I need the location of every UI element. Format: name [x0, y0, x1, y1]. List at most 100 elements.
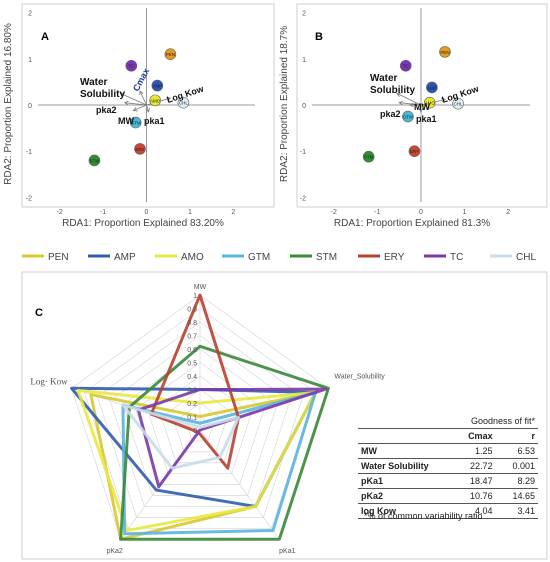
panel-a-vector-label: pka2: [96, 105, 117, 115]
panel-b-point-amo: [423, 96, 436, 109]
radar-tick-label: 0.8: [187, 320, 197, 327]
panel-b-point-label: TC: [403, 64, 410, 69]
panel-b-x-tick-label: 1: [463, 209, 467, 216]
table-header-cmax: Cmax: [450, 428, 496, 444]
table-footnote: *% of common variability ratio: [364, 511, 483, 521]
panel-b-y-tick-label: 0: [302, 103, 306, 110]
panel-b-point-label: STM: [364, 155, 374, 160]
panel-b-vector-label: pka2: [380, 109, 401, 119]
panel-a-x-tick-label: -2: [57, 209, 63, 216]
table-row-label: pKa2: [358, 488, 451, 504]
panel-a-vector-label: pka1: [144, 116, 165, 126]
panel-b-x-tick-label: -2: [331, 209, 337, 216]
panel-a-vector-arrow: [146, 104, 150, 113]
panel-a-vector-arrow: [120, 93, 147, 106]
legend-label-pen: PEN: [48, 252, 69, 263]
panel-a-point-chl: [177, 96, 190, 109]
radar-tick-label: 0.3: [187, 388, 197, 395]
panel-b-point-label: AMP: [427, 85, 437, 90]
panel-a-vector-arrowhead: [132, 107, 138, 112]
panel-a-y-tick-label: -1: [26, 149, 32, 156]
radar-axis-label: Log· Kow: [30, 376, 68, 386]
panel-b-vector-arrowhead: [409, 102, 414, 108]
panel-a-point-amp: [151, 79, 164, 92]
panel-b-y-tick-label: -2: [300, 195, 306, 202]
table-row-label: log Kow: [358, 503, 451, 519]
panel-b-vector-arrowhead: [398, 100, 404, 106]
panel-a-x-tick-label: 0: [145, 209, 149, 216]
legend-label-ery: ERY: [384, 252, 405, 263]
panel-a-point-ery: [134, 143, 146, 155]
panel-b-vector-arrow: [396, 93, 422, 106]
legend-label-stm: STM: [316, 252, 337, 263]
panel-a-vector-arrowhead: [145, 107, 150, 113]
table-cell-r: 14.65: [495, 488, 538, 504]
radar-tick-label: 0.2: [187, 401, 197, 408]
panel-a-vector-arrow: [139, 90, 147, 106]
panel-b-ylabel: RDA2: Proportion Explained 18.7%: [279, 26, 290, 182]
panel-b-point-stm: [362, 150, 375, 163]
radar-axis-label: pKa2: [106, 548, 122, 555]
panel-b-y-tick-label: -1: [300, 149, 306, 156]
legend-label-amo: AMO: [181, 252, 204, 263]
radar-series-stm: [119, 344, 330, 541]
table-row-label: pKa1: [358, 473, 451, 489]
legend: PEN AMP AMO GTM STM ERY TC CHL: [22, 252, 536, 263]
panel-b-point-gtm: [402, 110, 414, 123]
goodness-of-fit-table: Goodness of fit* Cmax r MW 1.25 6.53 Water…: [358, 414, 538, 519]
panel-a-point-label: CHL: [179, 101, 188, 106]
table-cell-cmax: 22.72: [450, 458, 496, 474]
panel-b-point-tc: [399, 59, 412, 72]
panel-a-x-tick-label: -1: [100, 209, 106, 216]
table-row-label: Water Solubility: [358, 458, 451, 474]
table-cell-r: 6.53: [495, 443, 538, 459]
panel-a-point-stm: [88, 154, 101, 167]
legend-label-chl: CHL: [516, 252, 536, 263]
panel-b-x-tick-label: 0: [419, 209, 423, 216]
table-cell-r: 3.41: [495, 503, 538, 519]
panel-a-y-tick-label: 0: [28, 103, 32, 110]
radar-series-ery: [149, 293, 241, 470]
radar-grid-ring: [135, 362, 265, 485]
radar-tick-label: 0.6: [187, 347, 197, 354]
radar-tick-label: 0.4: [187, 374, 197, 381]
panel-a-vector-arrowhead: [119, 92, 125, 97]
legend-label-tc: TC: [450, 252, 463, 263]
panel-b-y-tick-label: 2: [302, 11, 306, 18]
panel-a-ylabel: RDA2: Proportion Explained 16.80%: [3, 23, 14, 185]
table-cell-cmax: 1.25: [450, 443, 496, 459]
panel-b-vector-label: pka1: [416, 114, 437, 124]
panel-b-x-tick-label: 2: [506, 209, 510, 216]
panel-b-vector-label: MW: [414, 102, 430, 112]
panel-b-point-amp: [426, 81, 438, 94]
radar-tick-label: 0.7: [187, 334, 197, 341]
panel-a-point-pen: [164, 48, 177, 60]
panel-a-point-label: AMO: [150, 98, 161, 103]
radar-tick-label: 0.5: [187, 361, 197, 368]
table-cell-r: 8.29: [495, 473, 538, 489]
radar-axis-label: pKa1: [279, 548, 295, 555]
panel-a-point-label: STM: [90, 158, 100, 163]
panel-a-point-label: TC: [128, 64, 135, 69]
panel-b-point-label: AMO: [425, 101, 436, 106]
panel-b-vector-label: Solubility: [370, 85, 415, 96]
panel-a-y-tick-label: 1: [28, 57, 32, 64]
panel-a-vector-label: Solubility: [80, 89, 125, 100]
table-cell-cmax: 10.76: [450, 488, 496, 504]
panel-b-letter: B: [315, 31, 323, 43]
panel-b-point-pen: [439, 46, 451, 58]
panel-a-point-amo: [149, 94, 161, 107]
panel-a-y-tick-label: 2: [28, 11, 32, 18]
panel-a-vector-arrowhead: [166, 96, 172, 102]
table-row-label: MW: [358, 443, 451, 459]
panel-b-plot: -2 -1 0 1 2 -2 -1 0 1 2 PEN TC AMP AMO CHL GTM ERY STM Wat…: [300, 8, 530, 216]
table-cell-cmax: 4.04: [450, 503, 496, 519]
panel-a-point-label: ERY: [135, 147, 144, 152]
panel-a-letter: A: [41, 31, 49, 43]
panel-b-xlabel: RDA1: Proportion Explained 81.3%: [334, 218, 490, 229]
radar-axis-label: Water_Solubility: [334, 373, 385, 380]
panel-a-point-gtm: [129, 116, 142, 129]
panel-a-point-tc: [125, 59, 138, 72]
panel-b-x-tick-label: -1: [374, 209, 380, 216]
panel-a-vector-label: MW: [118, 116, 134, 126]
